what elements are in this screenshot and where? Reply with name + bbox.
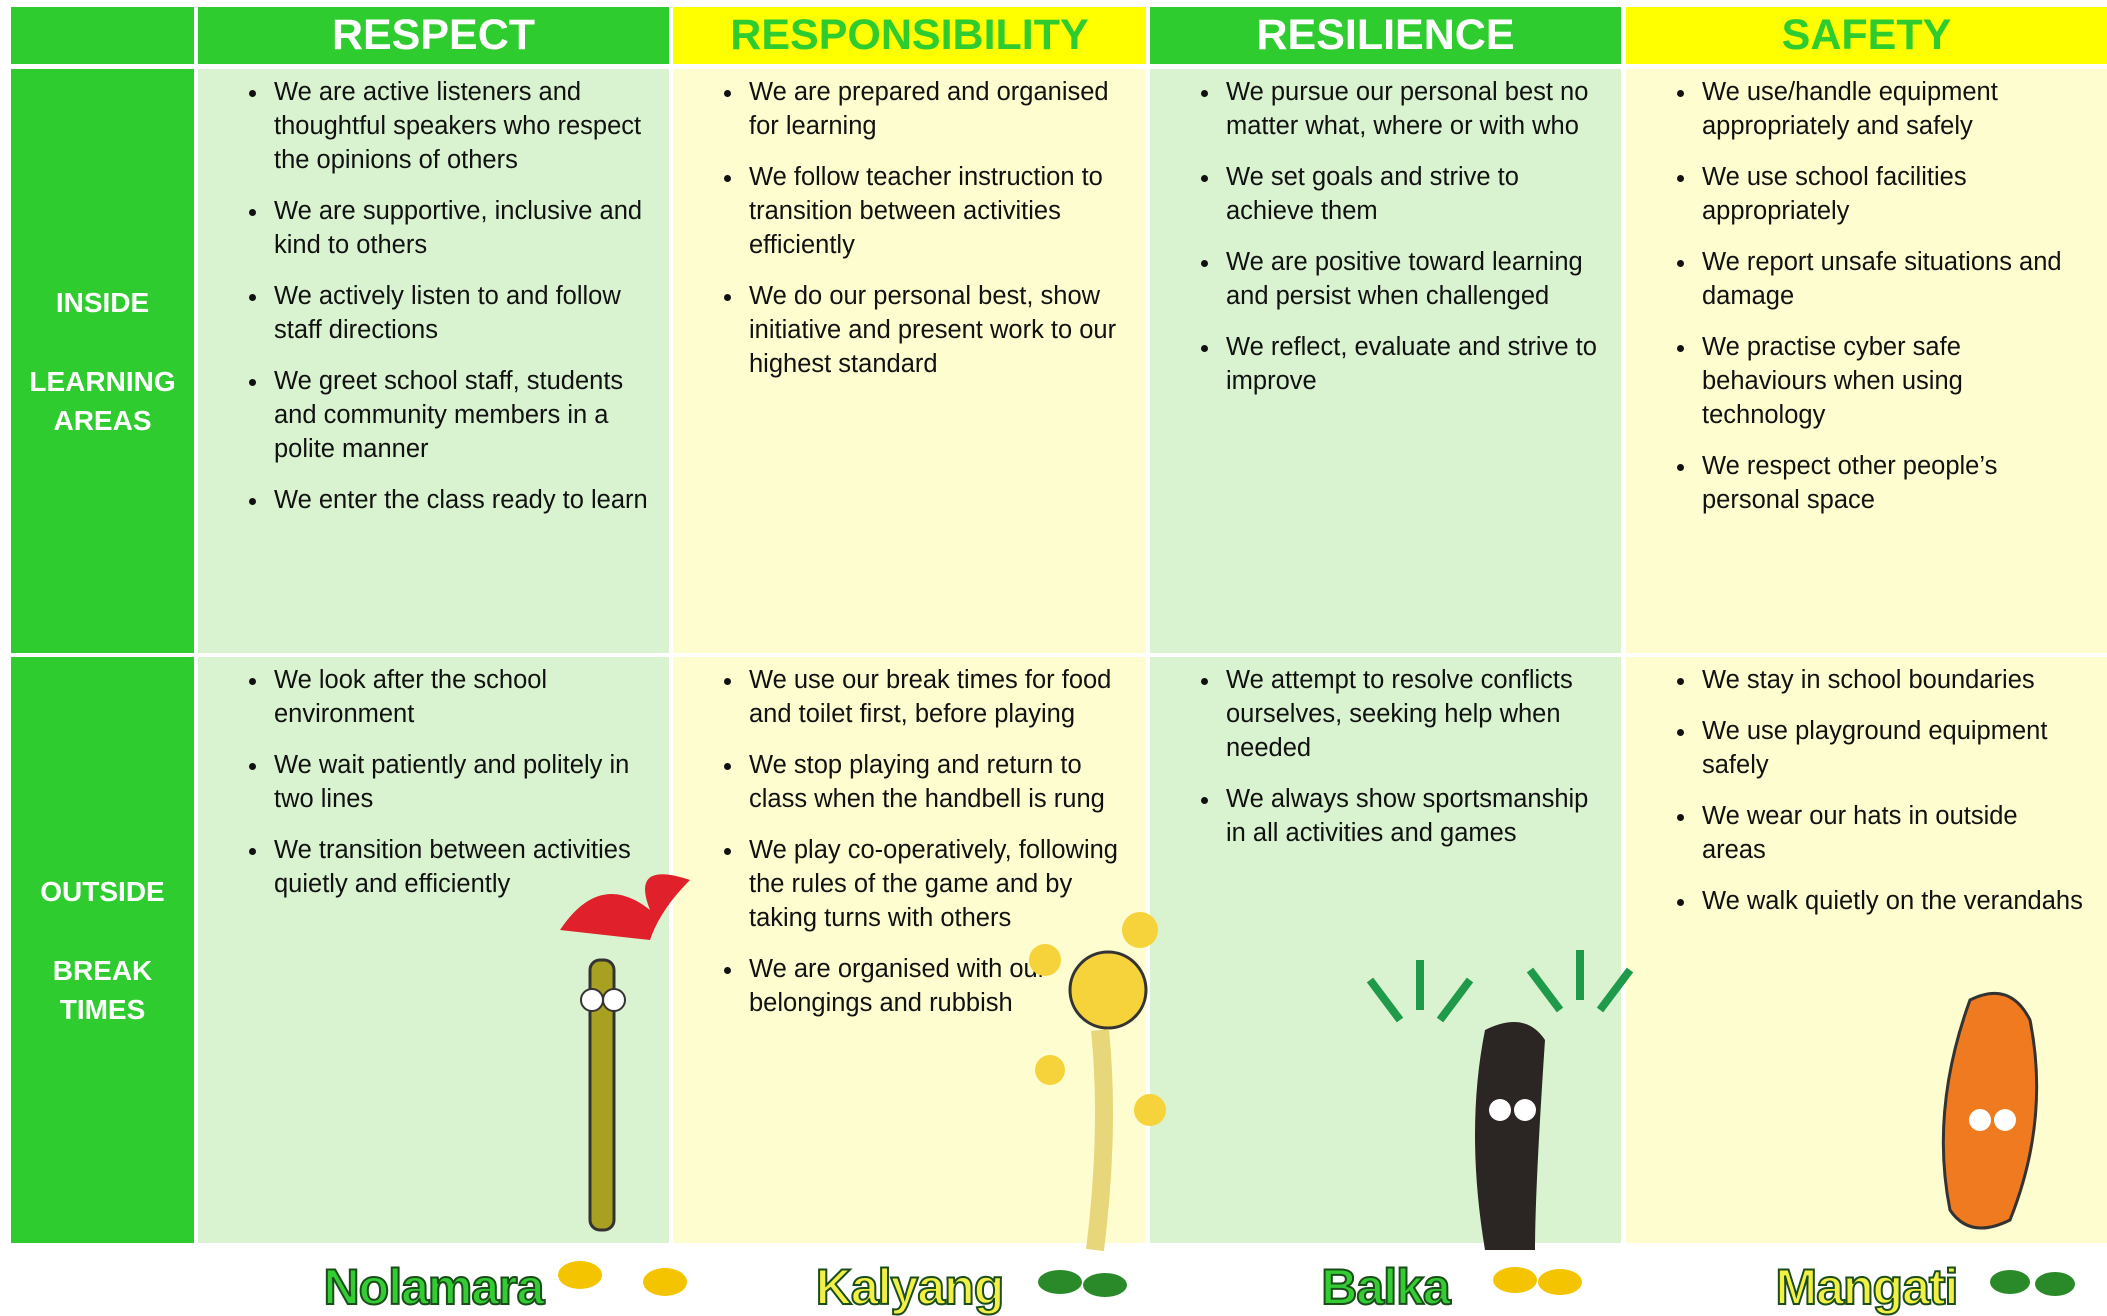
- bullet-item: We always show sportsmanship in all acti…: [1222, 782, 1601, 850]
- values-cell: We are prepared and organised for learni…: [673, 69, 1146, 653]
- bullet-item: We do our personal best, show initiative…: [745, 279, 1126, 381]
- bullet-item: We greet school staff, students and comm…: [270, 364, 649, 466]
- bullet-item: We transition between activities quietly…: [270, 833, 649, 901]
- bullet-item: We enter the class ready to learn: [270, 483, 649, 517]
- bullet-list: We stay in school boundaries We use playg…: [1626, 657, 2107, 918]
- row-label: OUTSIDE BREAK TIMES: [11, 657, 194, 1243]
- bullet-item: We use/handle equipment appropriately an…: [1698, 75, 2087, 143]
- mascot-name: Nolamara: [323, 1258, 546, 1316]
- bullet-item: We are prepared and organised for learni…: [745, 75, 1126, 143]
- row-label: INSIDE LEARNING AREAS: [11, 69, 194, 653]
- bullet-item: We set goals and strive to achieve them: [1222, 160, 1601, 228]
- column-header: RESPONSIBILITY: [673, 7, 1146, 64]
- bullet-list: We are active listeners and thoughtful s…: [198, 69, 669, 517]
- bullet-item: We practise cyber safe behaviours when u…: [1698, 330, 2087, 432]
- bullet-item: We follow teacher instruction to transit…: [745, 160, 1126, 262]
- values-cell: We attempt to resolve conflicts ourselve…: [1150, 657, 1621, 1243]
- mascot-name: Balka: [1320, 1258, 1451, 1316]
- bullet-item: We stop playing and return to class when…: [745, 748, 1126, 816]
- corner-cell: [11, 7, 194, 64]
- bullet-item: We actively listen to and follow staff d…: [270, 279, 649, 347]
- bullet-item: We stay in school boundaries: [1698, 663, 2087, 697]
- bullet-item: We walk quietly on the verandahs: [1698, 884, 2087, 918]
- bullet-list: We attempt to resolve conflicts ourselve…: [1150, 657, 1621, 850]
- row-label-line: BREAK TIMES: [52, 954, 153, 1025]
- bullet-item: We are supportive, inclusive and kind to…: [270, 194, 649, 262]
- bullet-item: We reflect, evaluate and strive to impro…: [1222, 330, 1601, 398]
- bullet-list: We use/handle equipment appropriately an…: [1626, 69, 2107, 517]
- bullet-list: We look after the school environment We w…: [198, 657, 669, 901]
- values-cell: We use/handle equipment appropriately an…: [1626, 69, 2107, 653]
- bullet-item: We attempt to resolve conflicts ourselve…: [1222, 663, 1601, 765]
- bullet-item: We respect other people’s personal space: [1698, 449, 2087, 517]
- bullet-item: We use school facilities appropriately: [1698, 160, 2087, 228]
- column-header: SAFETY: [1626, 7, 2107, 64]
- bullet-item: We pursue our personal best no matter wh…: [1222, 75, 1601, 143]
- bullet-list: We use our break times for food and toil…: [673, 657, 1146, 1020]
- row-label-line: LEARNING AREAS: [29, 365, 176, 436]
- values-cell: We stay in school boundaries We use playg…: [1626, 657, 2107, 1243]
- values-cell: We look after the school environment We w…: [198, 657, 669, 1243]
- values-cell: We pursue our personal best no matter wh…: [1150, 69, 1621, 653]
- bullet-item: We wear our hats in outside areas: [1698, 799, 2087, 867]
- mascot-name: Kalyang: [815, 1258, 1006, 1316]
- bullet-item: We look after the school environment: [270, 663, 649, 731]
- column-header: RESPECT: [198, 7, 669, 64]
- bullet-list: We are prepared and organised for learni…: [673, 69, 1146, 381]
- column-header: RESILIENCE: [1150, 7, 1621, 64]
- bullet-item: We report unsafe situations and damage: [1698, 245, 2087, 313]
- bullet-item: We wait patiently and politely in two li…: [270, 748, 649, 816]
- bullet-item: We use our break times for food and toil…: [745, 663, 1126, 731]
- bullet-item: We are active listeners and thoughtful s…: [270, 75, 649, 177]
- mascot-name: Mangati: [1775, 1258, 1960, 1316]
- values-cell: We are active listeners and thoughtful s…: [198, 69, 669, 653]
- row-label-line: OUTSIDE: [40, 875, 165, 907]
- bullet-item: We play co-operatively, following the ru…: [745, 833, 1126, 935]
- values-cell: We use our break times for food and toil…: [673, 657, 1146, 1243]
- bullet-item: We are positive toward learning and pers…: [1222, 245, 1601, 313]
- bullet-item: We use playground equipment safely: [1698, 714, 2087, 782]
- bullet-list: We pursue our personal best no matter wh…: [1150, 69, 1621, 398]
- row-label-line: INSIDE: [55, 286, 150, 318]
- bullet-item: We are organised with our belongings and…: [745, 952, 1126, 1020]
